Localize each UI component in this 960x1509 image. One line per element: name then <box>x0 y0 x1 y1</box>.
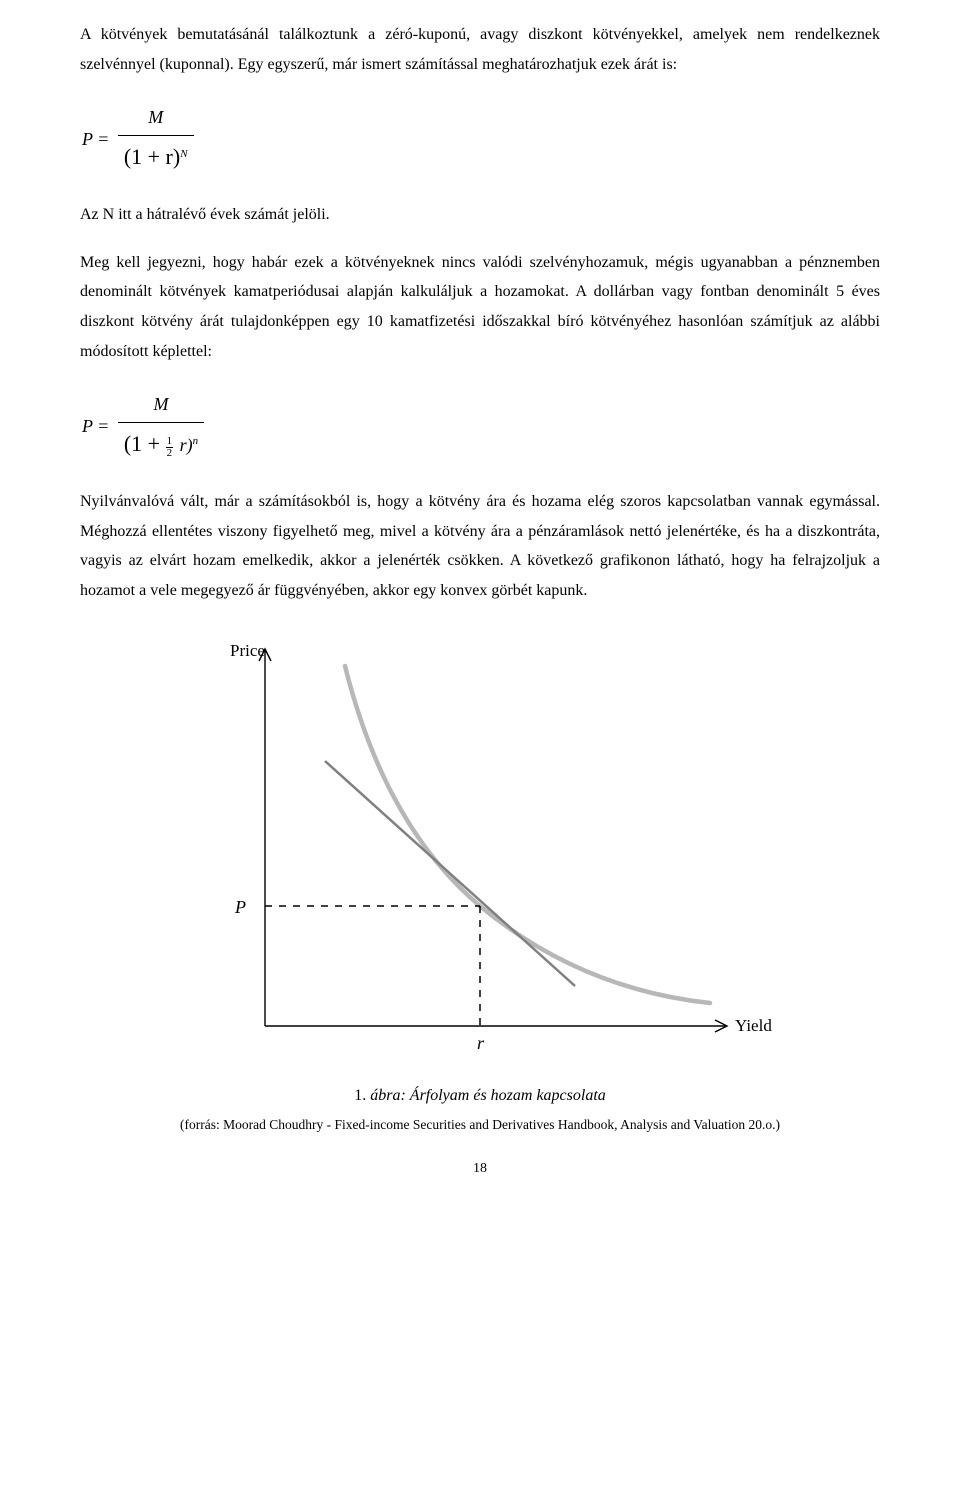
paragraph-2: Az N itt a hátralévő évek számát jelöli. <box>80 200 880 230</box>
figure-source: (forrás: Moorad Choudhry - Fixed-income … <box>180 1113 780 1138</box>
formula-2: P = M (1 + 12 r)n <box>80 388 880 465</box>
paragraph-3: Meg kell jegyezni, hogy habár ezek a köt… <box>80 248 880 366</box>
formula-numerator: M <box>118 388 204 422</box>
formula-denominator: (1 + 12 r)n <box>118 422 204 465</box>
page-number: 18 <box>80 1156 880 1182</box>
x-axis-label: Yield <box>735 1016 772 1035</box>
paragraph-1: A kötvények bemutatásánál találkoztunk a… <box>80 20 880 79</box>
formula-prefix: P = <box>82 123 109 156</box>
formula-denominator: (1 + r)N <box>118 135 194 178</box>
figure-caption: 1. ábra: Árfolyam és hozam kapcsolata <box>180 1081 780 1111</box>
formula-numerator: M <box>118 101 194 135</box>
paragraph-4: Nyilvánvalóvá vált, már a számításokból … <box>80 487 880 605</box>
point-p-label: P <box>234 897 246 917</box>
point-r-label: r <box>477 1033 485 1053</box>
inner-fraction: 12 <box>166 436 174 459</box>
figure-price-yield: Price Yield P r 1. ábra: Árfolyam és hoz… <box>180 631 780 1139</box>
price-yield-chart: Price Yield P r <box>180 631 780 1071</box>
tangent-line <box>325 761 575 986</box>
y-axis-label: Price <box>230 641 265 660</box>
yield-curve <box>345 666 710 1003</box>
formula-prefix: P = <box>82 410 109 443</box>
axes <box>259 649 727 1032</box>
formula-1: P = M (1 + r)N <box>80 101 880 178</box>
